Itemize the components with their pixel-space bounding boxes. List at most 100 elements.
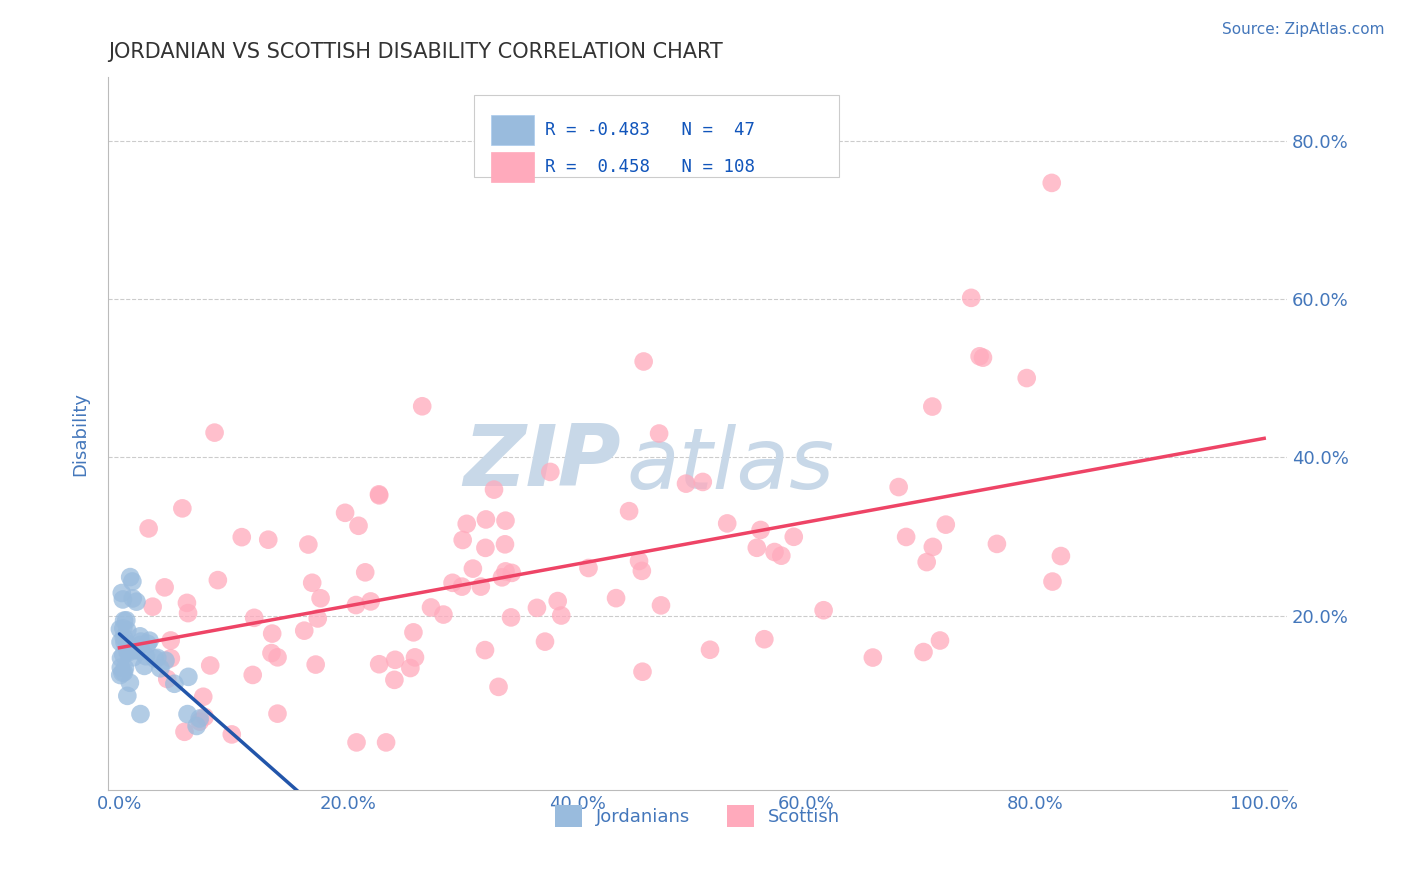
Point — [117, 624, 139, 638]
Point — [122, 650, 145, 665]
Point — [177, 606, 200, 620]
Point — [475, 512, 498, 526]
Point — [763, 545, 786, 559]
Point — [129, 707, 152, 722]
Point — [117, 689, 139, 703]
Text: R = -0.483   N =  47: R = -0.483 N = 47 — [546, 121, 755, 139]
Point — [149, 661, 172, 675]
Point — [177, 670, 200, 684]
Point — [929, 633, 952, 648]
Point — [129, 644, 152, 658]
Point — [112, 614, 135, 628]
FancyBboxPatch shape — [474, 95, 839, 177]
Point — [921, 400, 943, 414]
Point — [117, 637, 139, 651]
Point — [474, 541, 496, 555]
Point — [142, 599, 165, 614]
Point — [1042, 574, 1064, 589]
Point — [360, 594, 382, 608]
Point — [346, 735, 368, 749]
Point — [112, 631, 135, 645]
Y-axis label: Disability: Disability — [72, 392, 89, 475]
Point — [193, 690, 215, 704]
Point — [221, 727, 243, 741]
Point — [194, 710, 217, 724]
Point — [118, 675, 141, 690]
Point — [121, 574, 143, 589]
Point — [146, 651, 169, 665]
Point — [231, 530, 253, 544]
Text: JORDANIAN VS SCOTTISH DISABILITY CORRELATION CHART: JORDANIAN VS SCOTTISH DISABILITY CORRELA… — [108, 42, 723, 62]
Point — [749, 523, 772, 537]
Point — [631, 665, 654, 679]
Point — [547, 594, 569, 608]
FancyBboxPatch shape — [491, 115, 534, 145]
Point — [501, 566, 523, 580]
Point — [138, 633, 160, 648]
Point — [384, 653, 406, 667]
Point — [110, 651, 132, 665]
Point — [176, 707, 198, 722]
Point — [186, 719, 208, 733]
Point — [368, 488, 391, 502]
Point — [499, 610, 522, 624]
Point — [173, 724, 195, 739]
Point — [262, 626, 284, 640]
Legend: Jordanians, Scottish: Jordanians, Scottish — [547, 797, 848, 834]
Point — [783, 530, 806, 544]
Point — [420, 600, 443, 615]
Point — [112, 648, 135, 662]
Point — [488, 680, 510, 694]
Point — [108, 622, 131, 636]
Point — [347, 518, 370, 533]
Point — [631, 564, 654, 578]
Point — [921, 540, 943, 554]
Point — [451, 533, 474, 547]
Point — [745, 541, 768, 555]
Point — [648, 426, 671, 441]
Point — [960, 291, 983, 305]
Point — [770, 549, 793, 563]
Point — [160, 651, 183, 665]
Point — [188, 712, 211, 726]
Point — [912, 645, 935, 659]
Point — [114, 635, 136, 649]
Point — [605, 591, 627, 606]
Point — [578, 561, 600, 575]
Point — [136, 637, 159, 651]
Point — [153, 580, 176, 594]
Point — [461, 561, 484, 575]
Text: R =  0.458   N = 108: R = 0.458 N = 108 — [546, 158, 755, 176]
Point — [526, 600, 548, 615]
Point — [470, 580, 492, 594]
Point — [129, 629, 152, 643]
Point — [200, 658, 222, 673]
Point — [163, 677, 186, 691]
Point — [307, 611, 329, 625]
Point — [495, 565, 517, 579]
Point — [399, 661, 422, 675]
Text: atlas: atlas — [627, 424, 835, 508]
Point — [172, 501, 194, 516]
Point — [986, 537, 1008, 551]
Point — [550, 608, 572, 623]
Point — [188, 714, 211, 729]
Text: ZIP: ZIP — [463, 420, 621, 504]
Point — [260, 646, 283, 660]
Point — [117, 643, 139, 657]
Point — [1050, 549, 1073, 563]
Point — [266, 650, 288, 665]
Point — [111, 586, 134, 600]
Point — [266, 706, 288, 721]
Point — [969, 349, 991, 363]
Point — [344, 598, 367, 612]
Point — [491, 570, 513, 584]
Point — [297, 537, 319, 551]
Point — [384, 673, 406, 687]
Point — [111, 592, 134, 607]
Point — [305, 657, 328, 672]
Point — [894, 530, 917, 544]
Point — [813, 603, 835, 617]
Point — [915, 555, 938, 569]
Point — [375, 735, 398, 749]
